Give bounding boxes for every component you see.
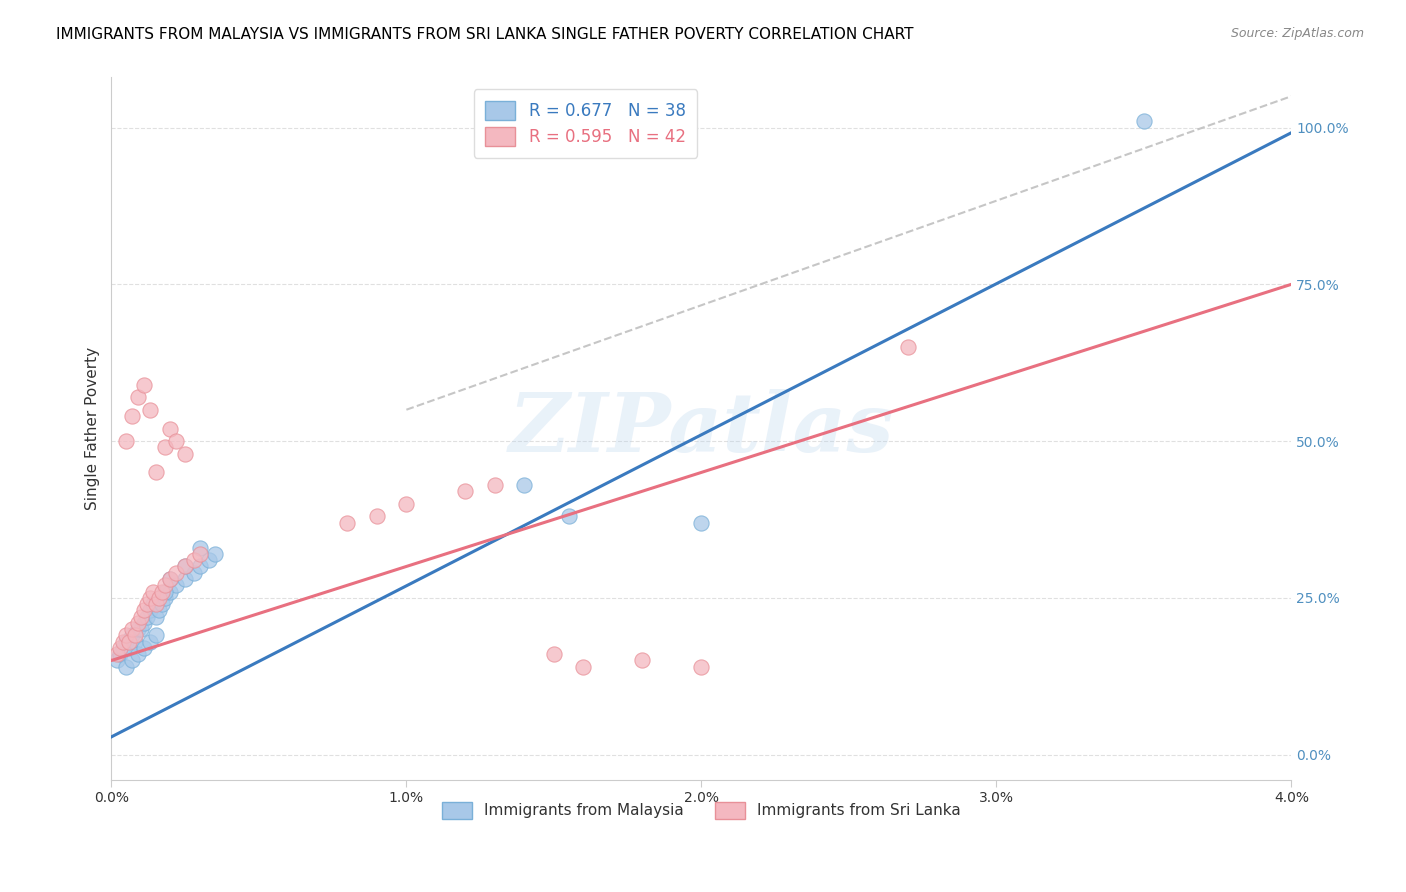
Point: [204, 547, 226, 561]
Point: [690, 516, 713, 530]
Point: [165, 578, 187, 592]
Point: [121, 622, 143, 636]
Text: ZIPatlas: ZIPatlas: [509, 389, 894, 468]
Point: [139, 402, 162, 417]
Point: [105, 653, 128, 667]
Point: [129, 622, 152, 636]
Point: [145, 466, 167, 480]
Point: [153, 578, 176, 592]
Point: [145, 597, 167, 611]
Point: [153, 591, 176, 605]
Point: [197, 553, 219, 567]
Point: [127, 622, 149, 636]
Point: [188, 547, 211, 561]
Point: [513, 478, 536, 492]
Point: [159, 572, 181, 586]
Point: [132, 615, 155, 630]
Point: [572, 659, 595, 673]
Point: [121, 409, 143, 423]
Point: [142, 584, 165, 599]
Point: [139, 591, 162, 605]
Point: [145, 609, 167, 624]
Point: [112, 634, 135, 648]
Point: [139, 603, 162, 617]
Point: [124, 634, 146, 648]
Point: [118, 634, 141, 648]
Point: [153, 584, 176, 599]
Text: Source: ZipAtlas.com: Source: ZipAtlas.com: [1230, 27, 1364, 40]
Point: [150, 597, 173, 611]
Point: [139, 634, 162, 648]
Point: [124, 628, 146, 642]
Point: [121, 628, 143, 642]
Point: [174, 572, 197, 586]
Point: [115, 628, 138, 642]
Point: [183, 566, 205, 580]
Point: [110, 640, 132, 655]
Point: [127, 647, 149, 661]
Point: [127, 615, 149, 630]
Point: [105, 647, 128, 661]
Point: [153, 440, 176, 454]
Y-axis label: Single Father Poverty: Single Father Poverty: [86, 347, 100, 510]
Point: [132, 640, 155, 655]
Point: [336, 516, 359, 530]
Point: [150, 584, 173, 599]
Point: [183, 553, 205, 567]
Point: [188, 559, 211, 574]
Point: [135, 609, 157, 624]
Point: [188, 541, 211, 555]
Point: [115, 634, 138, 648]
Point: [631, 653, 654, 667]
Point: [132, 377, 155, 392]
Point: [366, 509, 388, 524]
Point: [159, 421, 181, 435]
Point: [165, 566, 187, 580]
Point: [174, 559, 197, 574]
Point: [142, 597, 165, 611]
Point: [112, 640, 135, 655]
Point: [174, 447, 197, 461]
Point: [159, 572, 181, 586]
Point: [115, 659, 138, 673]
Point: [454, 484, 477, 499]
Point: [135, 597, 157, 611]
Point: [118, 640, 141, 655]
Point: [132, 603, 155, 617]
Point: [484, 478, 506, 492]
Point: [148, 591, 170, 605]
Point: [115, 434, 138, 448]
Point: [159, 584, 181, 599]
Point: [543, 647, 565, 661]
Point: [557, 509, 579, 524]
Point: [165, 434, 187, 448]
Point: [690, 659, 713, 673]
Point: [897, 340, 920, 354]
Legend: Immigrants from Malaysia, Immigrants from Sri Lanka: Immigrants from Malaysia, Immigrants fro…: [436, 796, 967, 824]
Point: [145, 628, 167, 642]
Point: [1133, 114, 1156, 128]
Point: [174, 559, 197, 574]
Point: [129, 609, 152, 624]
Point: [110, 647, 132, 661]
Point: [395, 497, 418, 511]
Point: [148, 603, 170, 617]
Point: [127, 390, 149, 404]
Point: [121, 653, 143, 667]
Text: IMMIGRANTS FROM MALAYSIA VS IMMIGRANTS FROM SRI LANKA SINGLE FATHER POVERTY CORR: IMMIGRANTS FROM MALAYSIA VS IMMIGRANTS F…: [56, 27, 914, 42]
